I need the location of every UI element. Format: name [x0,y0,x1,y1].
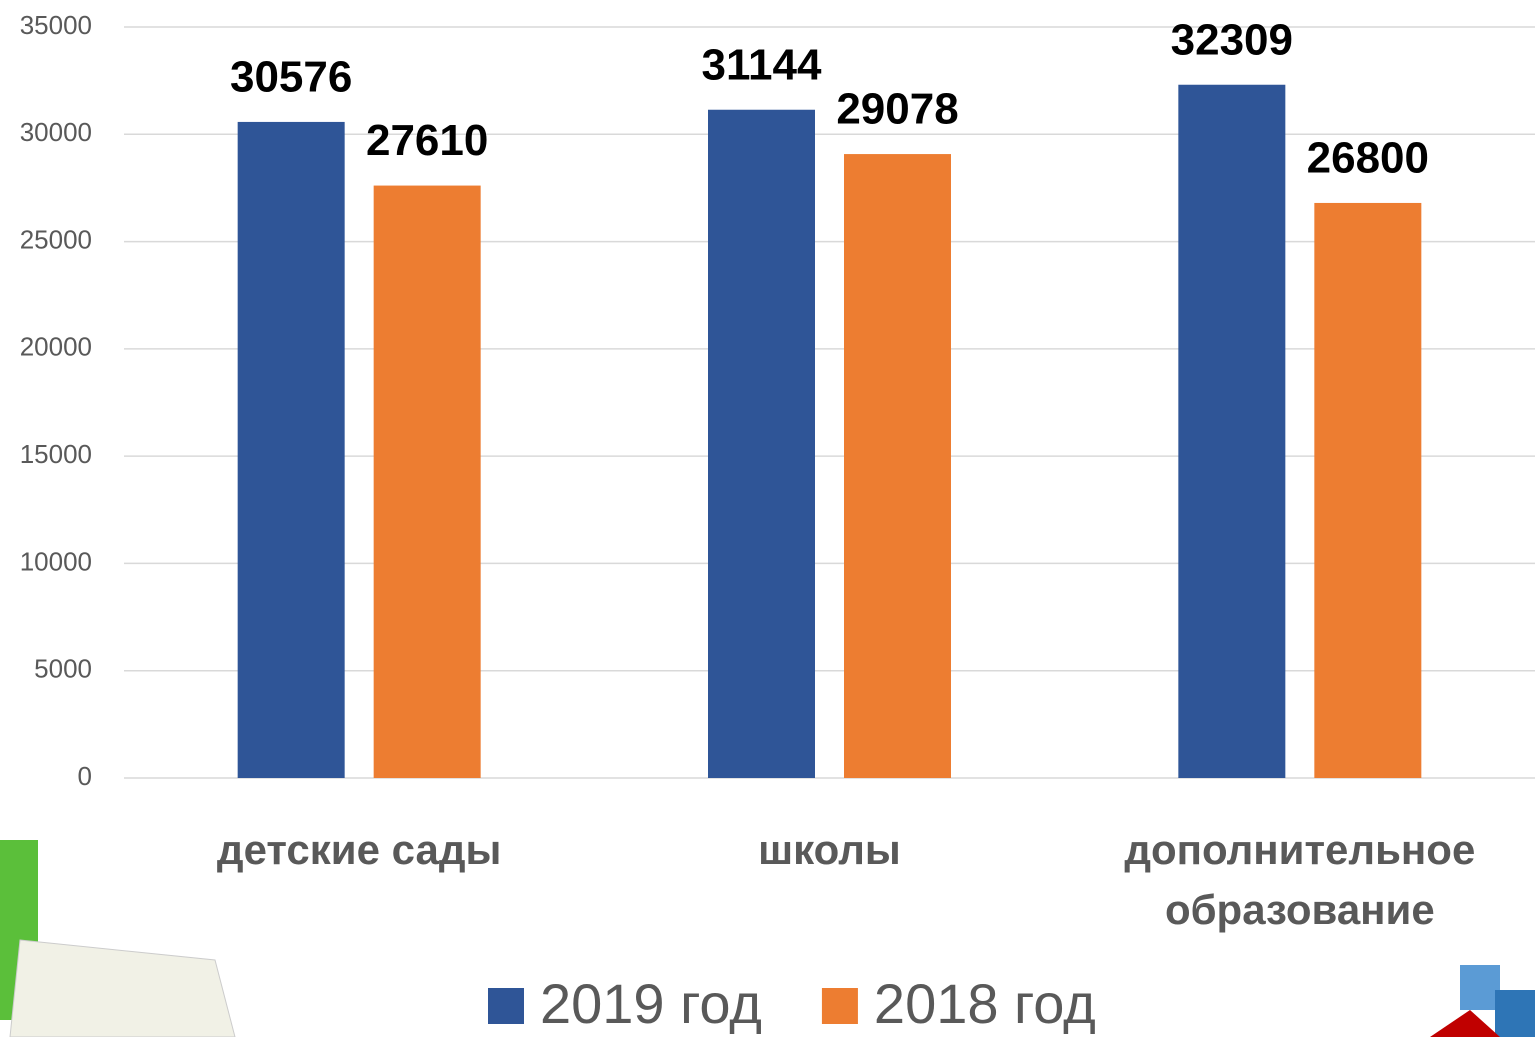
decor-cube [1460,965,1500,1010]
bar [1314,203,1421,778]
bar [708,110,815,778]
bar [238,122,345,778]
y-tick-label: 10000 [20,546,92,576]
x-tick-label: дополнительное образование [1080,820,1520,940]
y-tick-label: 20000 [20,332,92,362]
y-tick-label: 35000 [20,10,92,40]
bar [1178,85,1285,778]
data-label: 32309 [1171,15,1293,64]
x-tick-label: детские сады [139,820,579,880]
legend-swatch [488,988,524,1024]
y-tick-label: 25000 [20,224,92,254]
data-label: 30576 [230,53,352,102]
y-tick-label: 0 [78,761,92,791]
decor-sheet [10,940,235,1037]
bar [374,186,481,778]
y-tick-label: 15000 [20,439,92,469]
y-tick-label: 30000 [20,117,92,147]
decor-arrow [1430,1010,1500,1037]
legend-label: 2019 год [540,972,762,1035]
legend-label: 2018 год [874,972,1096,1035]
y-tick-label: 5000 [34,654,92,684]
legend-swatch [822,988,858,1024]
page: 0 5000 10000 15000 20000 25000 30000 35000 30576… [0,0,1535,1037]
data-label: 26800 [1307,134,1429,183]
decor-cube [1495,990,1535,1037]
x-tick-label: школы [610,820,1050,880]
data-label: 27610 [366,116,488,165]
data-label: 29078 [836,85,958,134]
data-label: 31144 [702,40,822,89]
bar [844,154,951,778]
